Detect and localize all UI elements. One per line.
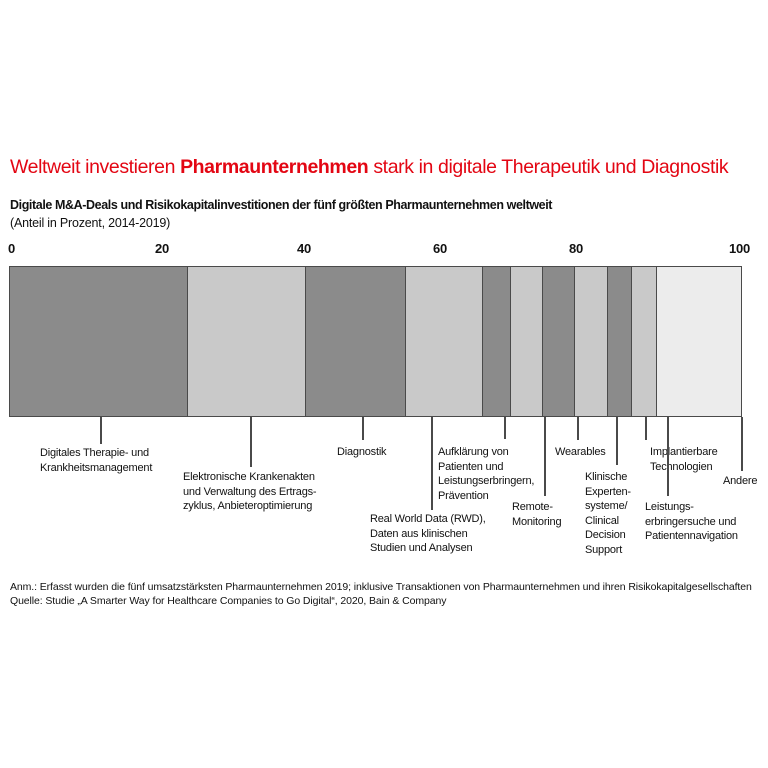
bar-segment-8 — [574, 266, 609, 417]
segment-label-4: Real World Data (RWD), Daten aus klinisc… — [370, 513, 486, 554]
callout-line-5 — [504, 417, 506, 439]
segment-label-9: Implantierbare Technologien — [650, 446, 718, 473]
x-axis-tick-label-40: 40 — [297, 241, 312, 256]
x-axis-tick-label-0: 0 — [8, 241, 16, 256]
segment-label-6: Remote- Monitoring — [512, 501, 562, 528]
footnote-note: Anm.: Erfasst wurden die fünf umsatzstär… — [10, 581, 752, 593]
bar-segment-3 — [305, 266, 407, 417]
callout-line-7 — [577, 417, 579, 440]
segment-label-10: Leistungs- erbringersuche und Patientenn… — [645, 501, 738, 542]
callout-line-1 — [100, 417, 102, 444]
x-axis-tick-label-100: 100 — [729, 241, 751, 256]
segment-label-2: Elektronische Krankenakten und Verwaltun… — [183, 471, 317, 512]
callout-line-10 — [667, 417, 669, 496]
chart-subtitle: Digitale M&A-Deals und Risikokapitalinve… — [10, 198, 553, 212]
callout-line-2 — [250, 417, 252, 467]
chart-title: Weltweit investieren Pharmaunternehmen s… — [10, 156, 729, 179]
callout-line-6 — [544, 417, 546, 496]
chart-title-prefix: Weltweit investieren — [10, 156, 181, 178]
bar-segment-10 — [631, 266, 658, 417]
stacked-bar — [9, 266, 757, 417]
chart-title-highlight: Pharmaunternehmen — [180, 156, 369, 178]
segment-label-5: Aufklärung von Patienten und Leistungser… — [438, 446, 535, 502]
callout-line-3 — [362, 417, 364, 440]
bar-segment-5 — [481, 266, 512, 417]
x-axis-tick-label-60: 60 — [433, 241, 448, 256]
bar-segment-11 — [655, 266, 742, 417]
segment-label-11: Andere — [723, 475, 758, 487]
segment-label-1: Digitales Therapie- und Krankheitsmanage… — [40, 447, 153, 474]
x-axis-tick-label-20: 20 — [155, 241, 170, 256]
bar-segment-2 — [187, 266, 307, 417]
segment-label-7: Wearables — [555, 446, 606, 458]
segment-label-3: Diagnostik — [337, 446, 387, 458]
callout-line-4 — [431, 417, 433, 510]
footnote-source: Quelle: Studie „A Smarter Way for Health… — [10, 595, 447, 607]
footnote-block: Anm.: Erfasst wurden die fünf umsatzstär… — [10, 580, 752, 608]
segment-label-8: Klinische Experten- systeme/ Clinical De… — [585, 471, 631, 556]
x-axis-tick-label-80: 80 — [569, 241, 584, 256]
bar-segment-4 — [404, 266, 484, 417]
callout-line-11 — [741, 417, 743, 471]
callout-line-8 — [616, 417, 618, 465]
chart-title-suffix: stark in digitale Therapeutik und Diagno… — [368, 156, 729, 178]
bar-segment-6 — [510, 266, 544, 417]
callout-line-9 — [645, 417, 647, 440]
bar-segment-1 — [9, 266, 189, 417]
bar-segment-9 — [606, 266, 633, 417]
chart-unit-note: (Anteil in Prozent, 2014-2019) — [10, 216, 171, 230]
bar-segment-7 — [542, 266, 576, 417]
